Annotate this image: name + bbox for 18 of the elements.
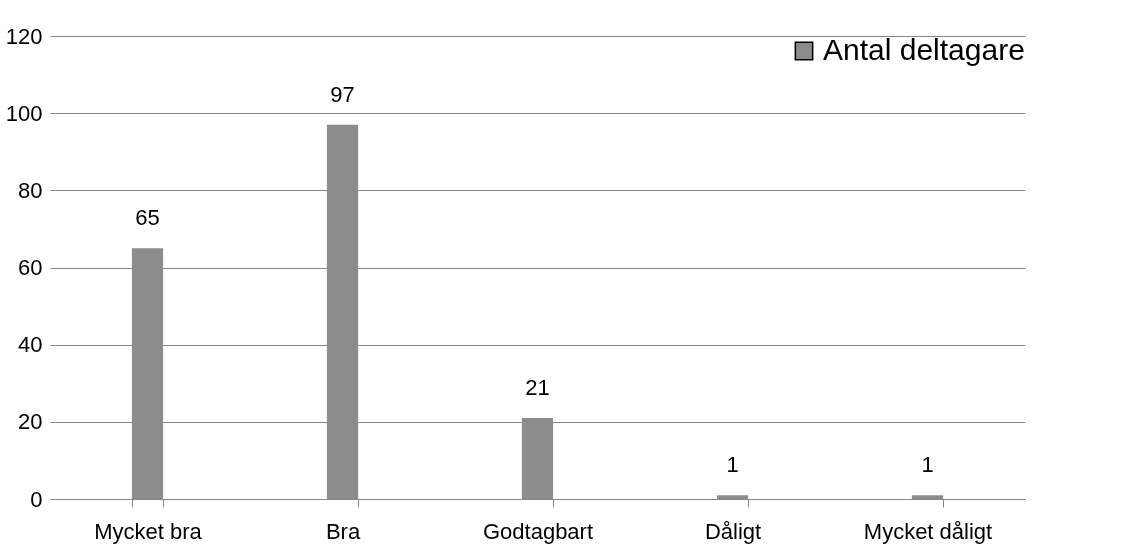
x-tick-label: Mycket bra (94, 518, 203, 544)
y-tick-label: 100 (5, 100, 43, 126)
x-tick-label: Godtagbart (482, 518, 594, 544)
x-tick-label: Bra (325, 518, 361, 544)
data-label: 65 (135, 205, 160, 231)
y-tick-label: 0 (30, 486, 43, 512)
y-tick-label: 80 (18, 177, 43, 203)
data-label: 21 (525, 374, 550, 400)
x-tick-label: Dåligt (704, 518, 762, 544)
x-tick-label: Mycket dåligt (863, 518, 993, 544)
data-label: 1 (921, 452, 934, 478)
y-tick-label: 120 (5, 23, 43, 49)
legend-label: Antal deltagare (823, 33, 1025, 66)
y-tick-label: 40 (18, 332, 43, 358)
data-label: 97 (330, 81, 355, 107)
data-label: 1 (726, 452, 739, 478)
y-tick-label: 60 (18, 255, 43, 280)
y-tick-label: 20 (18, 409, 43, 435)
